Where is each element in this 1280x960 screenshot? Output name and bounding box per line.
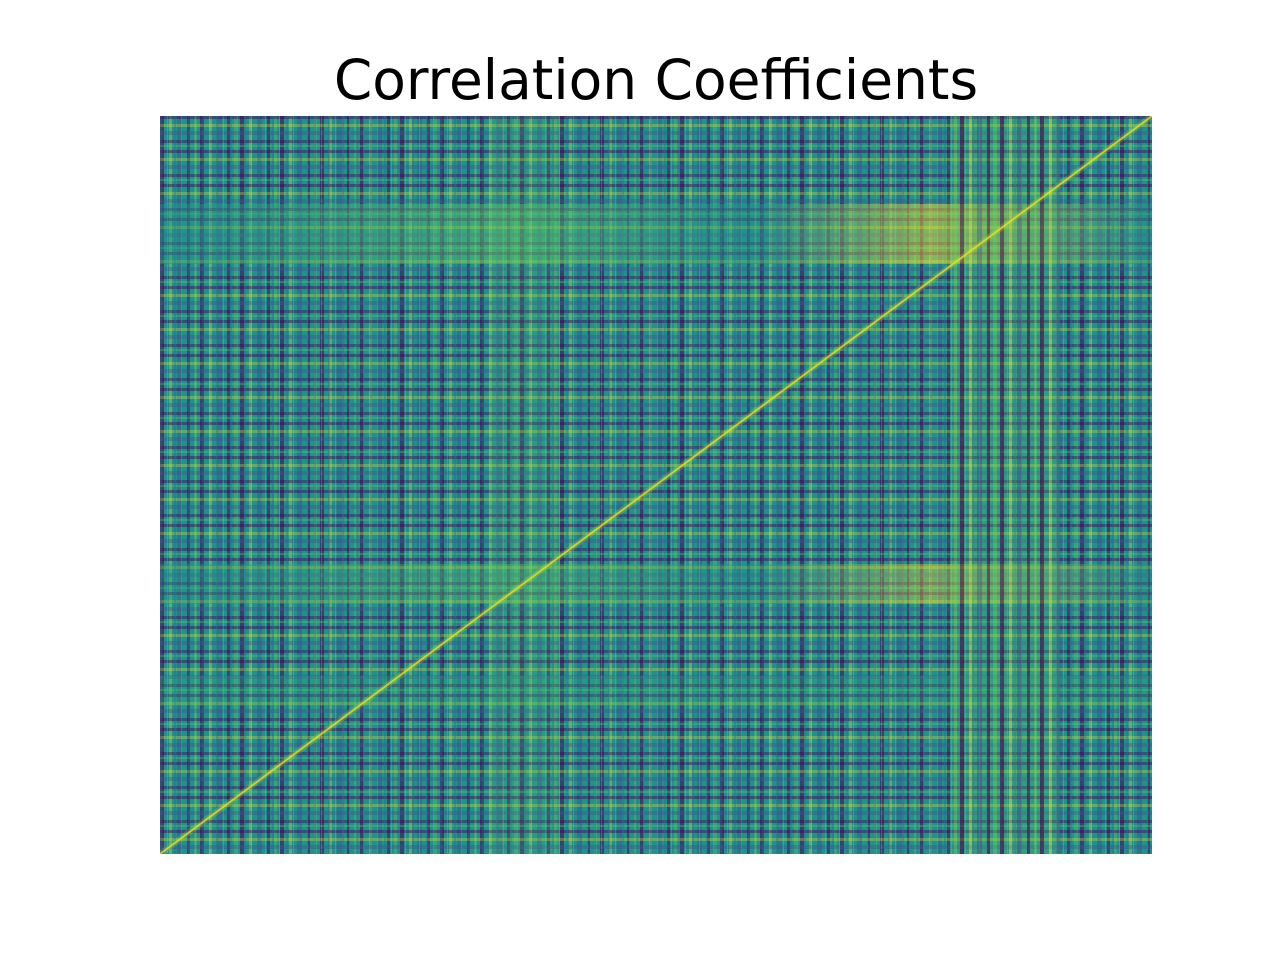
heatmap-diagonal-halo [160,116,1152,854]
heatmap [160,116,1152,854]
heatmap-plot-area [160,116,1152,854]
heatmap-diagonal [160,116,1152,854]
chart-title: Correlation Coefficients [333,48,979,112]
heatmap-band [950,116,1060,854]
heatmap-band [490,116,560,854]
